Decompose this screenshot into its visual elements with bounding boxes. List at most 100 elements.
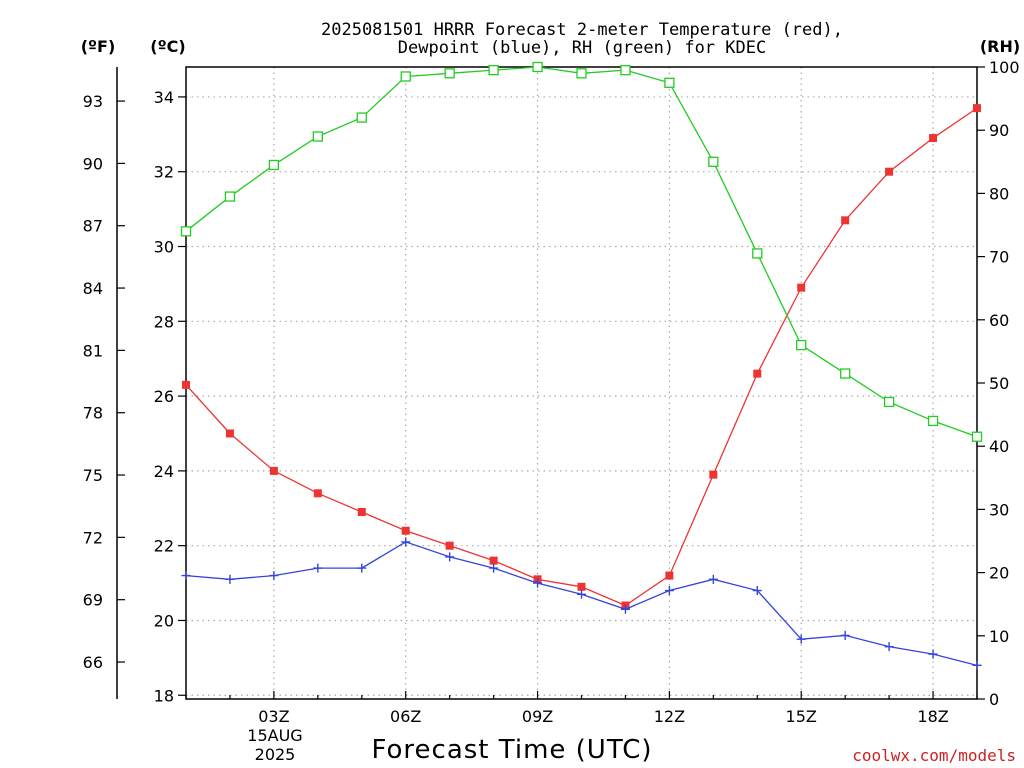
time-tick-label: 15Z xyxy=(786,707,817,726)
dewpoint-point xyxy=(181,571,191,581)
dewpoint-point xyxy=(269,571,279,581)
temperature-point xyxy=(973,104,981,113)
celsius-tick-label: 30 xyxy=(154,238,174,257)
celsius-tick-label: 32 xyxy=(154,163,174,182)
series-layer xyxy=(180,61,983,670)
rh-tick-label: 0 xyxy=(989,690,999,709)
rh-tick-label: 90 xyxy=(989,121,1009,140)
dewpoint-point xyxy=(401,537,411,547)
fahrenheit-tick-label: 69 xyxy=(83,591,103,610)
rh-point xyxy=(180,226,192,237)
rh-point xyxy=(532,61,543,73)
rh-point xyxy=(883,396,895,408)
x-axis-title: Forecast Time (UTC) xyxy=(371,735,652,765)
celsius-tick-label: 26 xyxy=(154,387,174,406)
plot-frame xyxy=(185,66,978,700)
temperature-point xyxy=(182,380,190,389)
rh-point xyxy=(927,415,939,427)
dewpoint-point xyxy=(708,574,718,584)
series-line-rh xyxy=(185,66,978,438)
celsius-tick-label: 28 xyxy=(154,312,174,331)
temperature-point xyxy=(929,134,938,143)
temperature-point xyxy=(841,216,850,225)
series-dewpoint xyxy=(181,537,982,670)
dewpoint-point xyxy=(752,586,762,596)
rh-point xyxy=(356,112,367,123)
celsius-axis: 18 20 22 24 26 28 30 32 34 xyxy=(154,88,186,705)
rh-axis: 0 10 20 30 40 50 60 70 80 90 100 xyxy=(977,58,1020,709)
temperature-point xyxy=(577,582,586,591)
dewpoint-point xyxy=(445,552,455,562)
celsius-tick-label: 24 xyxy=(154,462,174,481)
grid-lines xyxy=(186,67,977,699)
temperature-point xyxy=(489,556,498,565)
rh-tick-label: 70 xyxy=(989,248,1009,267)
dewpoint-point xyxy=(533,578,543,588)
rh-point xyxy=(576,68,587,79)
rh-point xyxy=(971,431,983,442)
chart-title-line2: Dewpoint (blue), RH (green) for KDEC xyxy=(398,38,766,58)
date-label-day: 15AUG xyxy=(247,726,302,745)
rh-point xyxy=(400,71,411,82)
dewpoint-point xyxy=(664,586,674,596)
chart-title-line1: 2025081501 HRRR Forecast 2-meter Tempera… xyxy=(321,20,843,40)
fahrenheit-tick-label: 93 xyxy=(83,92,103,111)
temperature-point xyxy=(401,526,410,535)
dewpoint-point xyxy=(840,630,850,640)
rh-point xyxy=(444,68,455,79)
fahrenheit-tick-label: 87 xyxy=(83,217,103,236)
fahrenheit-tick-label: 84 xyxy=(83,279,103,298)
dewpoint-point xyxy=(928,649,938,659)
series-line-temperature xyxy=(185,107,978,607)
fahrenheit-tick-label: 78 xyxy=(83,404,103,423)
rh-point xyxy=(664,77,675,88)
temperature-point xyxy=(269,466,278,475)
rh-tick-label: 40 xyxy=(989,437,1009,456)
date-label-year: 2025 xyxy=(255,745,296,764)
temperature-point xyxy=(313,489,322,498)
celsius-tick-label: 34 xyxy=(154,88,174,107)
rh-point xyxy=(752,248,763,259)
dewpoint-point xyxy=(225,574,235,584)
dewpoint-point xyxy=(577,589,586,599)
temperature-point xyxy=(709,470,718,479)
dewpoint-point xyxy=(884,642,894,652)
fahrenheit-axis: 66 69 72 75 78 81 84 87 90 93 xyxy=(83,92,125,672)
fahrenheit-tick-label: 66 xyxy=(83,653,103,672)
rh-tick-label: 20 xyxy=(989,564,1009,583)
time-tick-label: 18Z xyxy=(917,707,948,726)
rh-point xyxy=(708,156,719,167)
time-tick-label: 09Z xyxy=(522,707,553,726)
fahrenheit-tick-label: 75 xyxy=(83,466,103,485)
rh-point xyxy=(620,65,631,76)
dewpoint-point xyxy=(357,563,367,573)
celsius-tick-label: 18 xyxy=(154,686,174,705)
temperature-point xyxy=(445,541,454,550)
series-rh xyxy=(180,61,983,442)
fahrenheit-tick-label: 72 xyxy=(83,528,103,547)
dewpoint-point xyxy=(972,660,982,670)
rh-tick-label: 50 xyxy=(989,374,1009,393)
dewpoint-point xyxy=(313,563,323,573)
celsius-tick-label: 22 xyxy=(154,537,174,556)
rh-point xyxy=(224,191,236,202)
time-tick-label: 12Z xyxy=(654,707,685,726)
rh-tick-label: 10 xyxy=(989,627,1009,646)
rh-tick-label: 100 xyxy=(989,58,1020,77)
rh-point xyxy=(312,131,323,142)
dewpoint-point xyxy=(796,634,806,644)
rh-point xyxy=(268,159,280,171)
series-temperature xyxy=(182,104,981,610)
dewpoint-point xyxy=(620,604,630,614)
temperature-point xyxy=(357,508,366,517)
temperature-point xyxy=(797,283,806,292)
rh-point xyxy=(488,65,499,76)
rh-point xyxy=(796,339,807,351)
temperature-point xyxy=(225,429,234,438)
temperature-point xyxy=(885,167,894,176)
temperature-point xyxy=(665,571,674,580)
credit-text: coolwx.com/models xyxy=(852,746,1016,765)
dewpoint-point xyxy=(489,563,499,573)
rh-unit-label: (RH) xyxy=(980,37,1020,56)
